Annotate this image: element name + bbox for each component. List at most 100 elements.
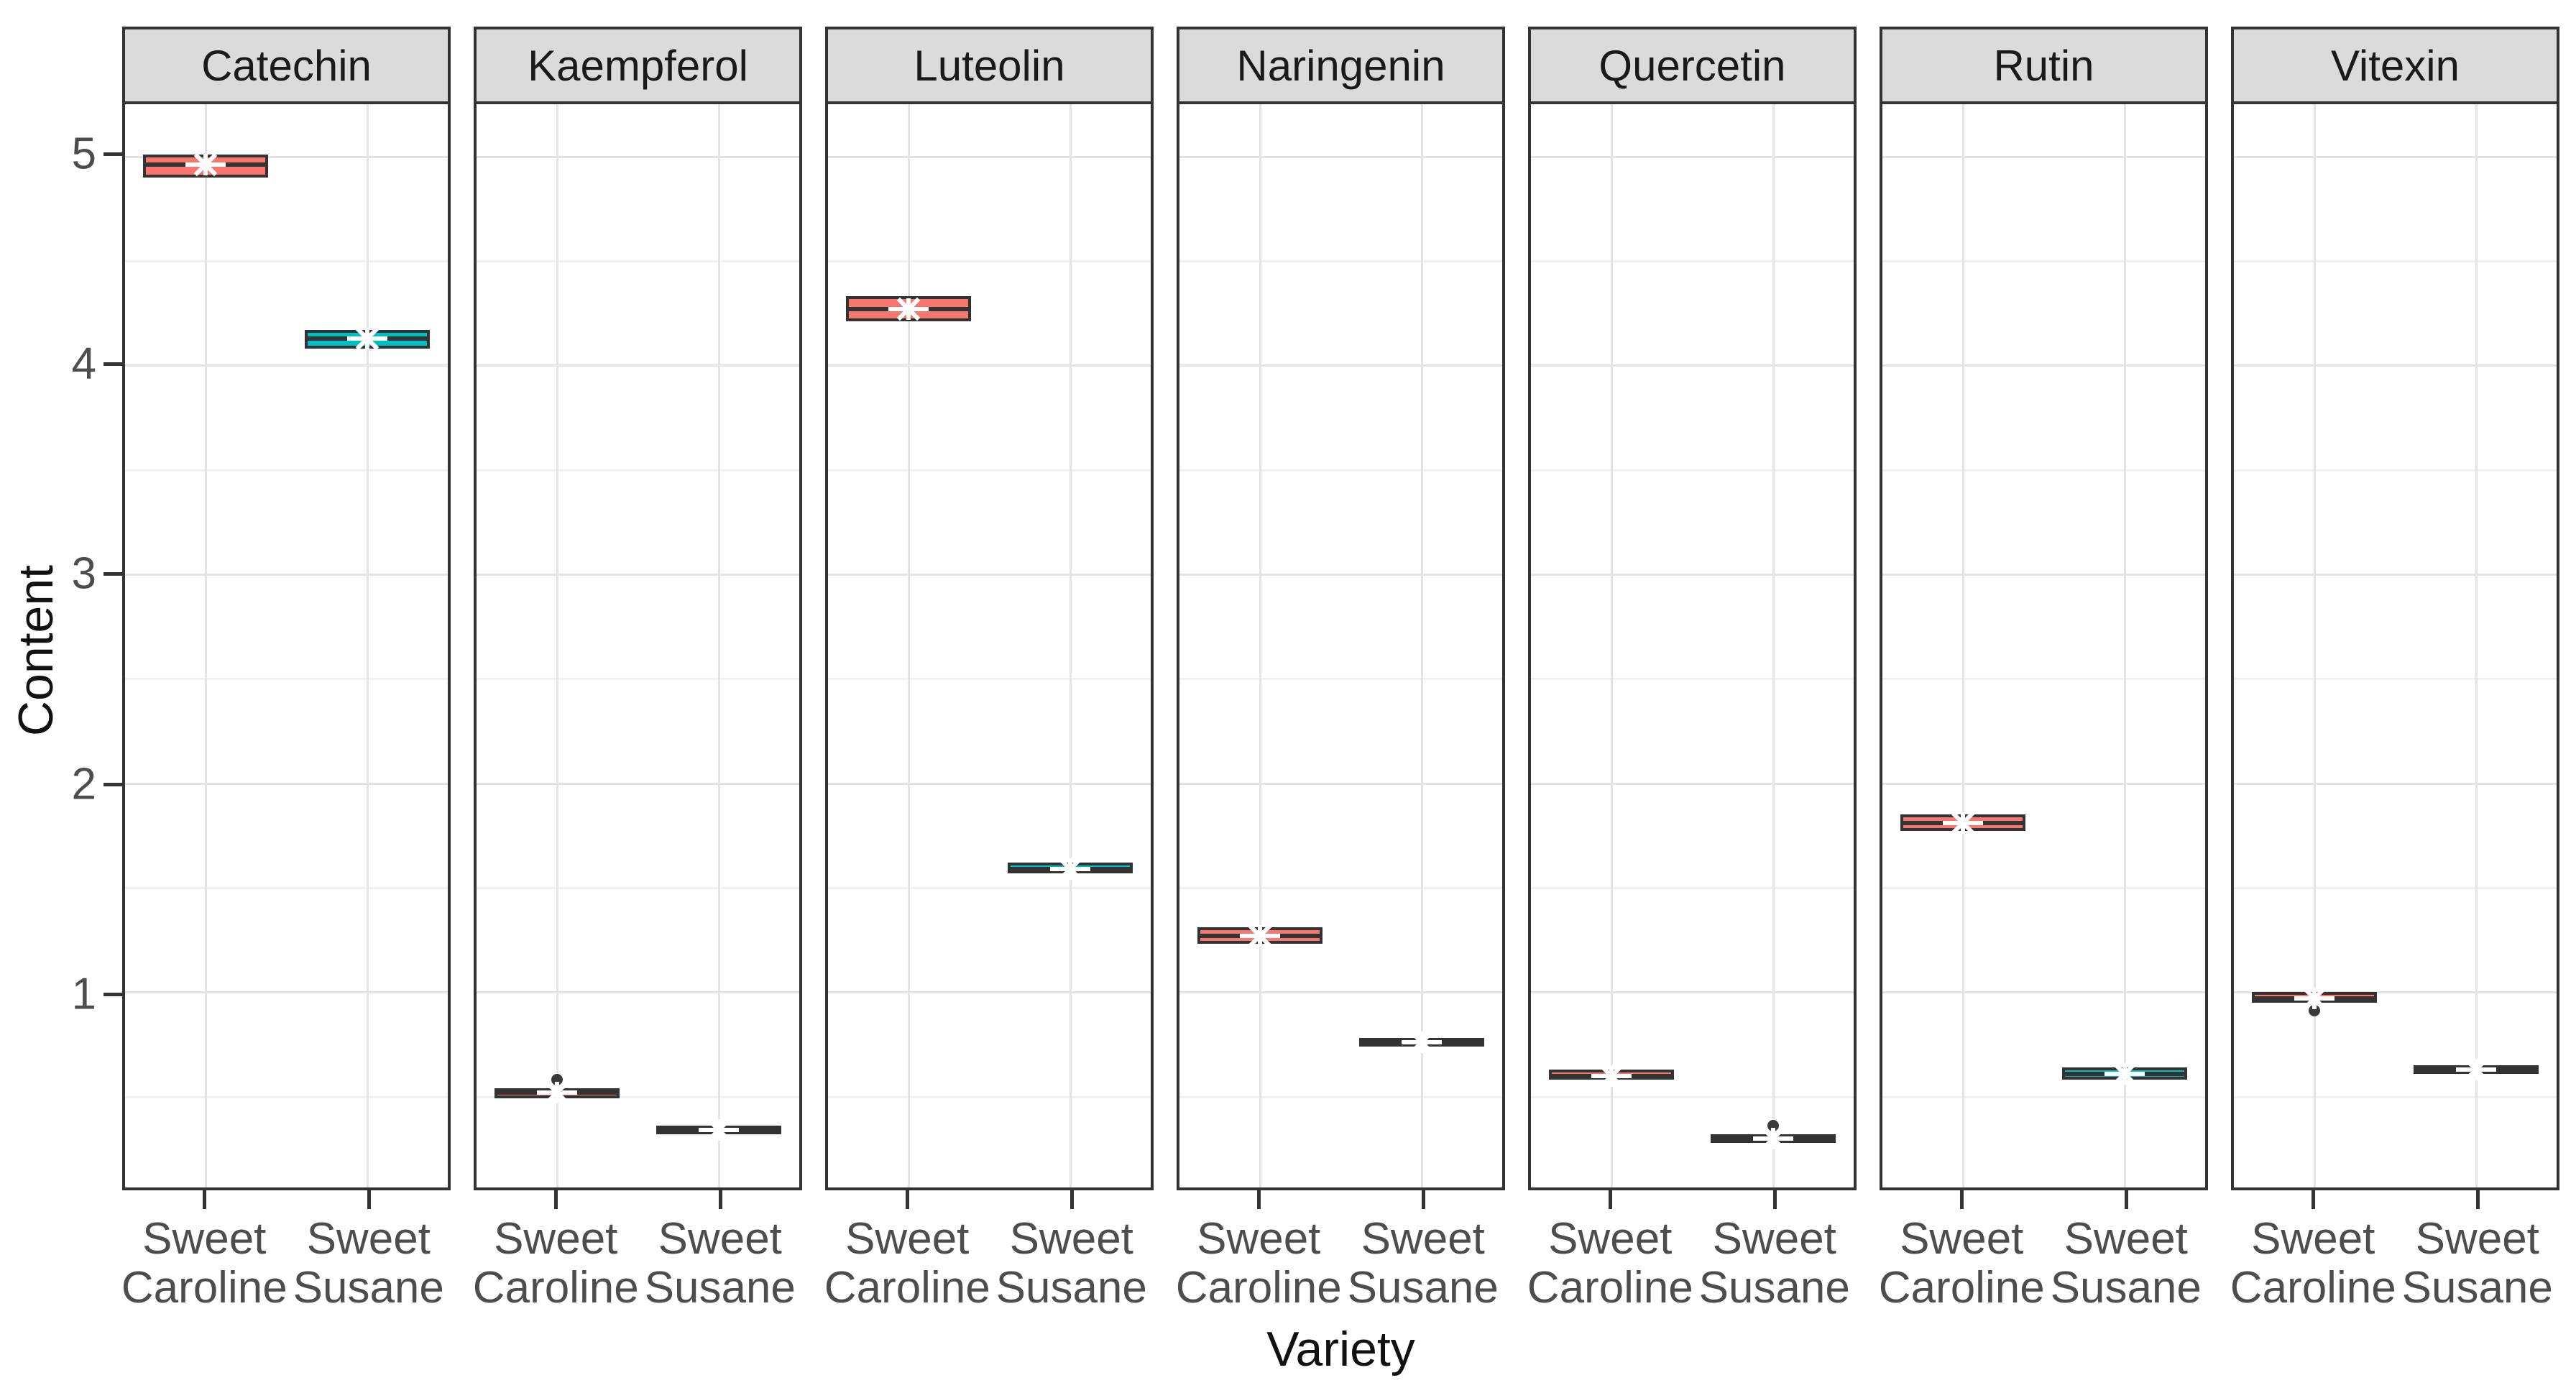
facet-rutin: Rutin [1880,27,2208,1190]
gridline-minor [2234,1095,2557,1098]
gridline-major [1531,991,1854,994]
gridline-major [828,782,1151,785]
y-axis-tick [104,572,122,576]
facet-strip: Catechin [122,27,451,101]
x-axis-tick-label: Sweet Susane [995,1214,1147,1313]
y-axis-tick-label: 3 [71,548,96,599]
gridline-major [477,364,799,367]
gridline-minor [125,886,448,889]
facet-panel [1528,101,1857,1190]
gridline-major [477,155,799,158]
gridline-major [1882,573,2205,576]
x-axis-tick [1609,1190,1613,1209]
gridline-minor [1882,1095,2205,1098]
facet-strip: Kaempferol [474,27,802,101]
facet-strip: Naringenin [1177,27,1505,101]
facet-strip: Luteolin [825,27,1154,101]
facet-strip-label: Vitexin [2330,41,2460,90]
gridline-minor [1882,678,2205,681]
x-axis-tick [367,1190,371,1209]
gridline-minor [1882,469,2205,472]
gridline-major [125,573,448,576]
gridline-vertical [1611,104,1614,1187]
gridline-vertical [908,104,911,1187]
facet-strip: Vitexin [2231,27,2559,101]
gridline-major [1882,155,2205,158]
facet-catechin: Catechin [122,27,451,1190]
gridline-minor [1531,469,1854,472]
gridline-major [2234,782,2557,785]
gridline-major [1531,782,1854,785]
facet-strip-label: Kaempferol [528,41,748,90]
x-axis-tick-label: Sweet Caroline [824,1214,990,1313]
x-axis-tick-label: Sweet Caroline [472,1214,639,1313]
facet-kaempferol: Kaempferol [474,27,802,1190]
gridline-vertical [717,104,720,1187]
x-axis-tick [203,1190,207,1209]
x-axis-tick-label: Sweet Susane [2401,1214,2553,1313]
gridline-major [2234,573,2557,576]
gridline-major [1179,782,1502,785]
facet-naringenin: Naringenin [1177,27,1505,1190]
gridline-minor [2234,259,2557,262]
gridline-major [828,573,1151,576]
gridline-major [2234,991,2557,994]
facet-panel [825,101,1154,1190]
gridline-major [1882,782,2205,785]
gridline-vertical [205,104,208,1187]
gridline-major [828,155,1151,158]
gridline-major [125,155,448,158]
facet-vitexin: Vitexin [2231,27,2559,1190]
y-axis-tick [104,782,122,786]
gridline-major [477,991,799,994]
facet-panel [1177,101,1505,1190]
gridline-major [477,573,799,576]
outlier-point [551,1074,564,1086]
x-axis-tick [1960,1190,1964,1209]
outlier-point [2309,1005,2321,1017]
gridline-minor [1882,259,2205,262]
gridline-minor [477,678,799,681]
gridline-minor [1179,886,1502,889]
gridline-vertical [1962,104,1965,1187]
x-axis-tick [1421,1190,1425,1209]
gridline-minor [1531,259,1854,262]
x-axis-tick-label: Sweet Susane [293,1214,444,1313]
x-axis-tick-label: Sweet Susane [1347,1214,1499,1313]
gridline-minor [1882,886,2205,889]
x-axis-title: Variety [1266,1322,1415,1376]
y-axis-tick-label: 2 [71,759,96,809]
facet-strip: Rutin [1880,27,2208,101]
gridline-minor [1531,886,1854,889]
x-axis-tick [2312,1190,2316,1209]
facet-panel [1880,101,2208,1190]
gridline-minor [125,469,448,472]
gridline-major [1882,991,2205,994]
x-axis-tick [1070,1190,1074,1209]
x-axis-tick-label: Sweet Caroline [1527,1214,1693,1313]
x-axis-tick-label: Sweet Susane [1698,1214,1850,1313]
facet-strip-label: Luteolin [914,41,1065,90]
gridline-major [125,991,448,994]
y-axis-tick [104,992,122,996]
x-axis-tick [1772,1190,1777,1209]
y-axis-tick-label: 4 [71,339,96,389]
gridline-major [828,364,1151,367]
gridline-vertical [1772,104,1775,1187]
facet-panel [2231,101,2559,1190]
facet-panel [122,101,451,1190]
gridline-minor [828,678,1151,681]
gridline-minor [125,1095,448,1098]
x-axis-tick [2124,1190,2128,1209]
gridline-minor [1531,1095,1854,1098]
gridline-major [1531,573,1854,576]
facet-strip: Quercetin [1528,27,1857,101]
x-axis-tick-label: Sweet Caroline [1878,1214,2045,1313]
facet-strip-label: Naringenin [1236,41,1445,90]
y-axis-tick [104,362,122,367]
gridline-major [1179,364,1502,367]
gridline-minor [1179,259,1502,262]
gridline-major [125,782,448,785]
x-axis-tick [718,1190,722,1209]
